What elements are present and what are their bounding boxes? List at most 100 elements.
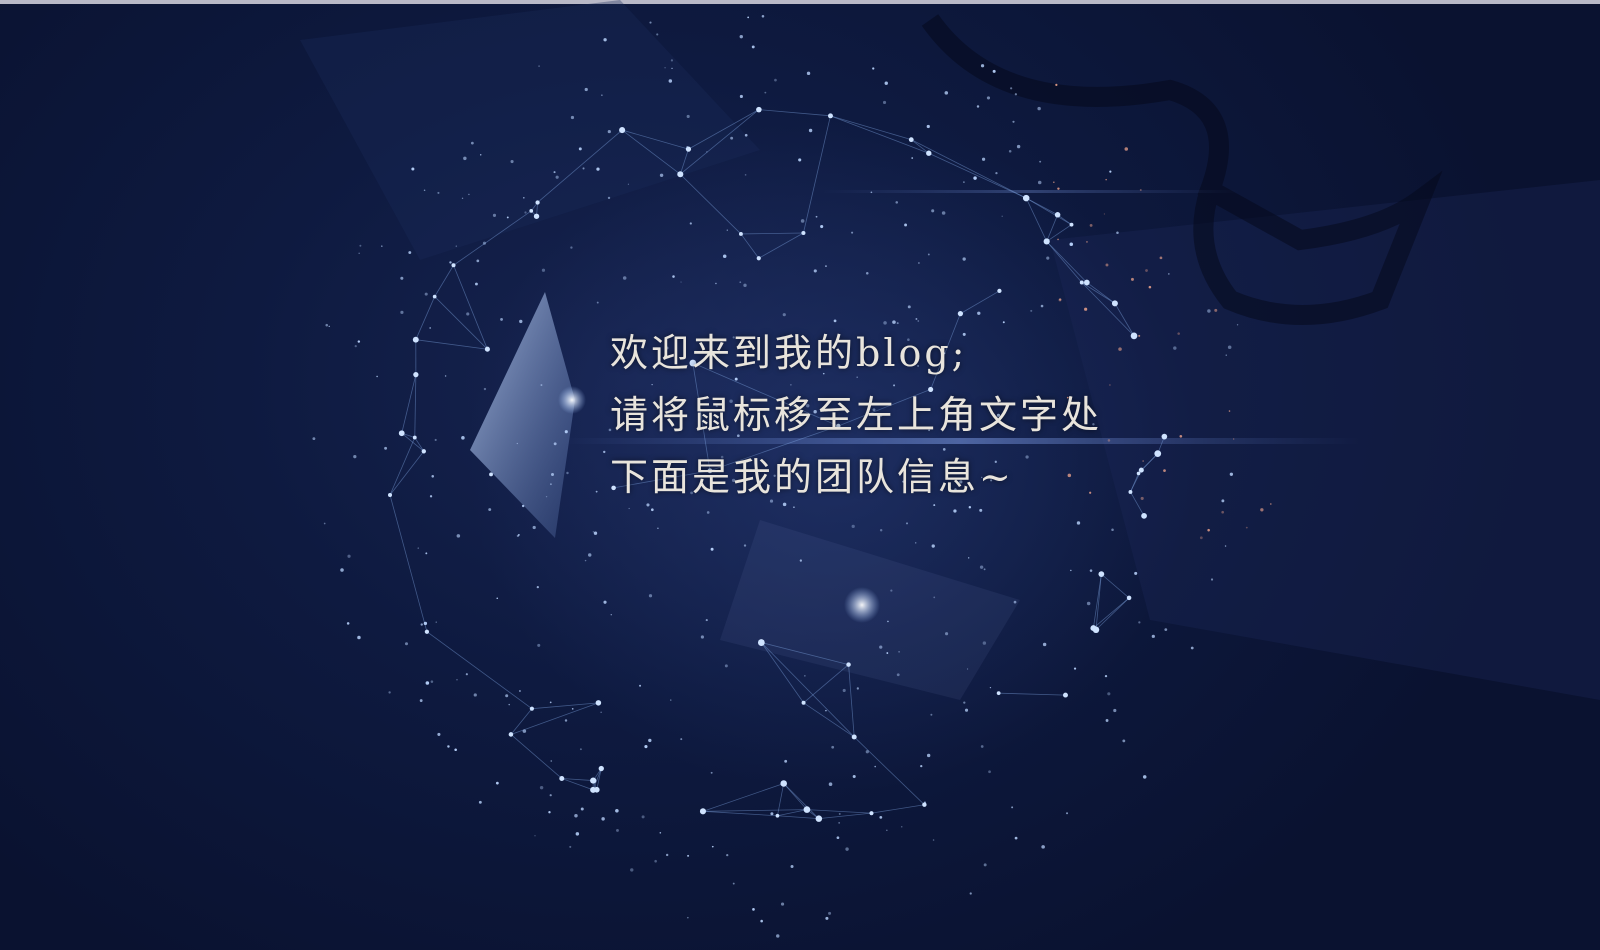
globe-edge [414,374,417,438]
star-dust-particle [1236,324,1239,326]
star-dust-particle [435,621,437,623]
star-dust-particle [1221,510,1224,514]
star-dust-particle [1124,147,1129,151]
star-dust-particle [872,67,875,70]
globe-node [559,775,565,781]
star-dust-particle [962,332,966,336]
star-dust-particle [705,618,708,622]
globe-edge [510,734,563,779]
star-dust-particle [579,748,582,751]
globe-edge [415,296,436,340]
light-beam [820,190,1240,193]
star-dust-particle [470,141,474,145]
star-dust-particle [944,91,949,95]
star-dust-particle [986,96,991,100]
star-dust-particle [743,283,747,287]
star-dust-particle [607,129,611,134]
star-dust-particle [656,33,659,36]
star-dust-particle [550,483,552,486]
star-dust-particle [521,504,525,508]
star-dust-particle [564,430,568,434]
star-dust-particle [601,817,605,821]
globe-edge [783,783,808,810]
star-dust-particle [480,154,482,156]
star-dust-particle [668,79,673,83]
star-dust-particle [732,882,735,885]
star-dust-particle [570,115,575,120]
star-dust-particle [932,839,935,841]
star-dust-particle [430,680,434,683]
star-dust-particle [473,693,477,697]
star-dust-particle [1233,438,1235,440]
globe-edge [453,265,488,350]
star-dust-particle [879,815,883,819]
star-dust-particle [751,45,755,49]
star-dust-particle [670,59,674,62]
star-dust-particle [706,151,708,153]
star-dust-particle [1011,806,1014,809]
star-dust-particle [1229,472,1234,476]
star-dust-particle [943,352,946,355]
star-dust-particle [710,547,714,551]
star-dust-particle [456,679,458,681]
star-dust-particle [354,344,357,348]
globe-node [1054,212,1061,218]
star-dust-particle [400,276,404,280]
globe-edge [1046,214,1058,242]
star-dust-particle [425,552,428,555]
globe-edge [803,702,855,738]
star-dust-particle [930,713,933,716]
globe-edge [928,152,1027,199]
star-dust-particle [915,318,918,320]
globe-node [529,706,535,711]
star-dust-particle [404,642,409,646]
globe-edge [1101,573,1130,599]
star-dust-particle [524,211,527,214]
star-dust-particle [1053,181,1055,184]
globe-node [801,700,806,705]
star-dust-particle [312,437,316,441]
star-dust-particle [1173,346,1177,350]
star-dust-particle [575,832,580,836]
star-dust-particle [423,189,426,192]
globe-edge [1081,282,1135,337]
globe-node [412,336,419,343]
star-dust-particle [1055,83,1058,87]
star-dust-particle [425,681,430,685]
star-dust-particle [917,320,920,322]
star-dust-particle [884,81,888,85]
globe-edge [1025,197,1048,242]
star-dust-particle [651,383,653,386]
star-dust-particle [981,157,986,161]
star-dust-particle [1168,273,1170,275]
globe-edge [415,339,488,350]
star-dust-particle [536,585,539,589]
star-dust-particle [357,635,361,640]
star-dust-particle [887,620,889,623]
star-dust-particle [1008,149,1012,153]
star-dust-particle [813,410,817,414]
star-dust-particle [659,173,664,178]
globe-edge [613,470,711,489]
globe-edge [758,232,804,259]
star-dust-particle [616,828,619,832]
globe-edges [389,109,1165,820]
star-dust-particle [1016,144,1021,149]
star-dust-particle [584,559,587,562]
star-dust-particle [461,197,464,200]
star-dust-particle [874,765,877,768]
globe-edge [777,815,819,820]
globe-node [1161,433,1168,440]
star-dust-particle [1104,674,1108,678]
star-dust-particle [941,211,946,215]
globe-edge [871,804,925,814]
star-dust-particle [1134,571,1138,575]
globe-edge [389,437,416,496]
star-dust-particle [454,748,457,752]
star-dust-particle [963,181,965,183]
globe-edge [453,210,532,266]
star-dust-particle [508,703,510,706]
globe-edge [426,631,533,710]
star-dust-particle [423,621,428,626]
star-dust-particle [648,594,653,598]
